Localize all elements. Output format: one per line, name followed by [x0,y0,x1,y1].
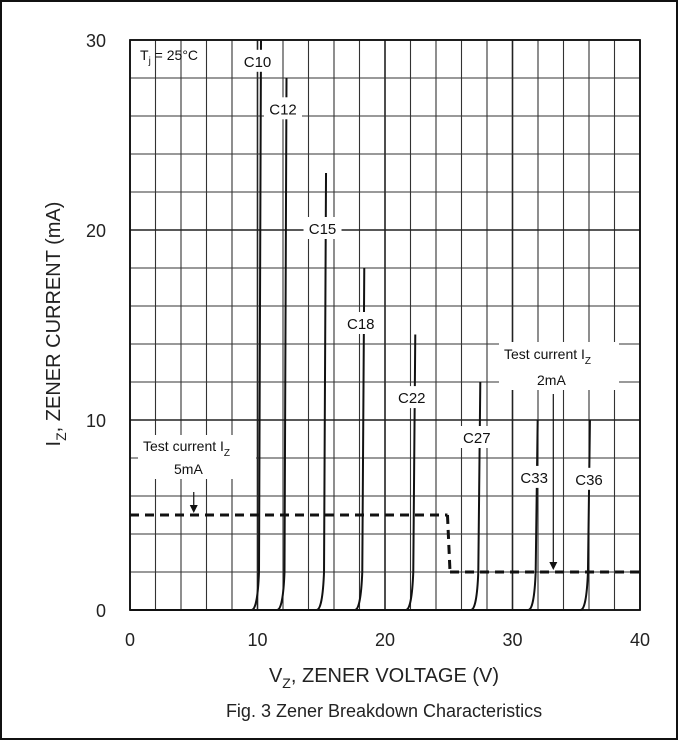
curve-label-bg [238,49,277,72]
svg-text:Test current IZ: Test current IZ [504,346,591,367]
y-tick-label: 20 [86,221,106,241]
test-current-arrows [189,394,558,570]
x-axis-title: VZ, ZENER VOLTAGE (V) [269,665,499,691]
curve-label-c15: C15 [309,221,337,238]
grid [129,39,641,611]
figure-caption: Fig. 3 Zener Breakdown Characteristics [226,701,542,721]
x-tick-label: 30 [502,630,522,650]
arrow-5ma-head [189,505,198,513]
arrow-2ma-head [549,562,558,570]
curve-label-bg [457,426,496,448]
x-tick-labels: 0 10 20 30 40 [125,630,650,650]
curve-label-bg [341,312,380,334]
test-current-2ma-note: Test current IZ 2mA [499,342,619,390]
temperature-condition: Tj = 25°C [140,47,198,67]
test-current-lines [130,513,640,574]
y-tick-label: 10 [86,411,106,431]
curve-label-c22: C22 [398,390,426,407]
svg-text:5mA: 5mA [174,461,203,477]
y-tick-label: 30 [86,31,106,51]
test-current-step [445,514,452,573]
curve-c15 [130,172,328,611]
curve-labels: C10 C12 C15 C18 C22 C27 C33 C36 [238,49,608,490]
curve-c36 [130,419,591,611]
svg-text:Test current IZ: Test current IZ [143,438,230,459]
curve-label-c12: C12 [269,101,297,118]
curve-label-bg [570,467,608,490]
curve-label-c18: C18 [347,316,375,333]
curve-c10 [130,39,262,611]
curve-label-bg [515,465,554,488]
curve-label-bg [392,386,431,409]
breakdown-curves [130,39,591,611]
curve-label-bg [303,217,342,239]
curve-label-c10: C10 [244,54,272,71]
curve-label-bg [264,97,302,120]
curve-label-c27: C27 [463,430,491,447]
test-current-5ma-note: Test current IZ 5mA [138,435,256,479]
svg-text:2mA: 2mA [537,372,566,388]
y-tick-labels: 0 10 20 30 [86,31,106,621]
x-tick-label: 20 [375,630,395,650]
curve-label-c36: C36 [575,472,603,489]
y-tick-label: 0 [96,601,106,621]
y-axis-title: IZ, ZENER CURRENT (mA) [43,202,69,447]
x-tick-label: 40 [630,630,650,650]
x-tick-label: 10 [247,630,267,650]
curve-label-c33: C33 [520,470,548,487]
x-tick-label: 0 [125,630,135,650]
